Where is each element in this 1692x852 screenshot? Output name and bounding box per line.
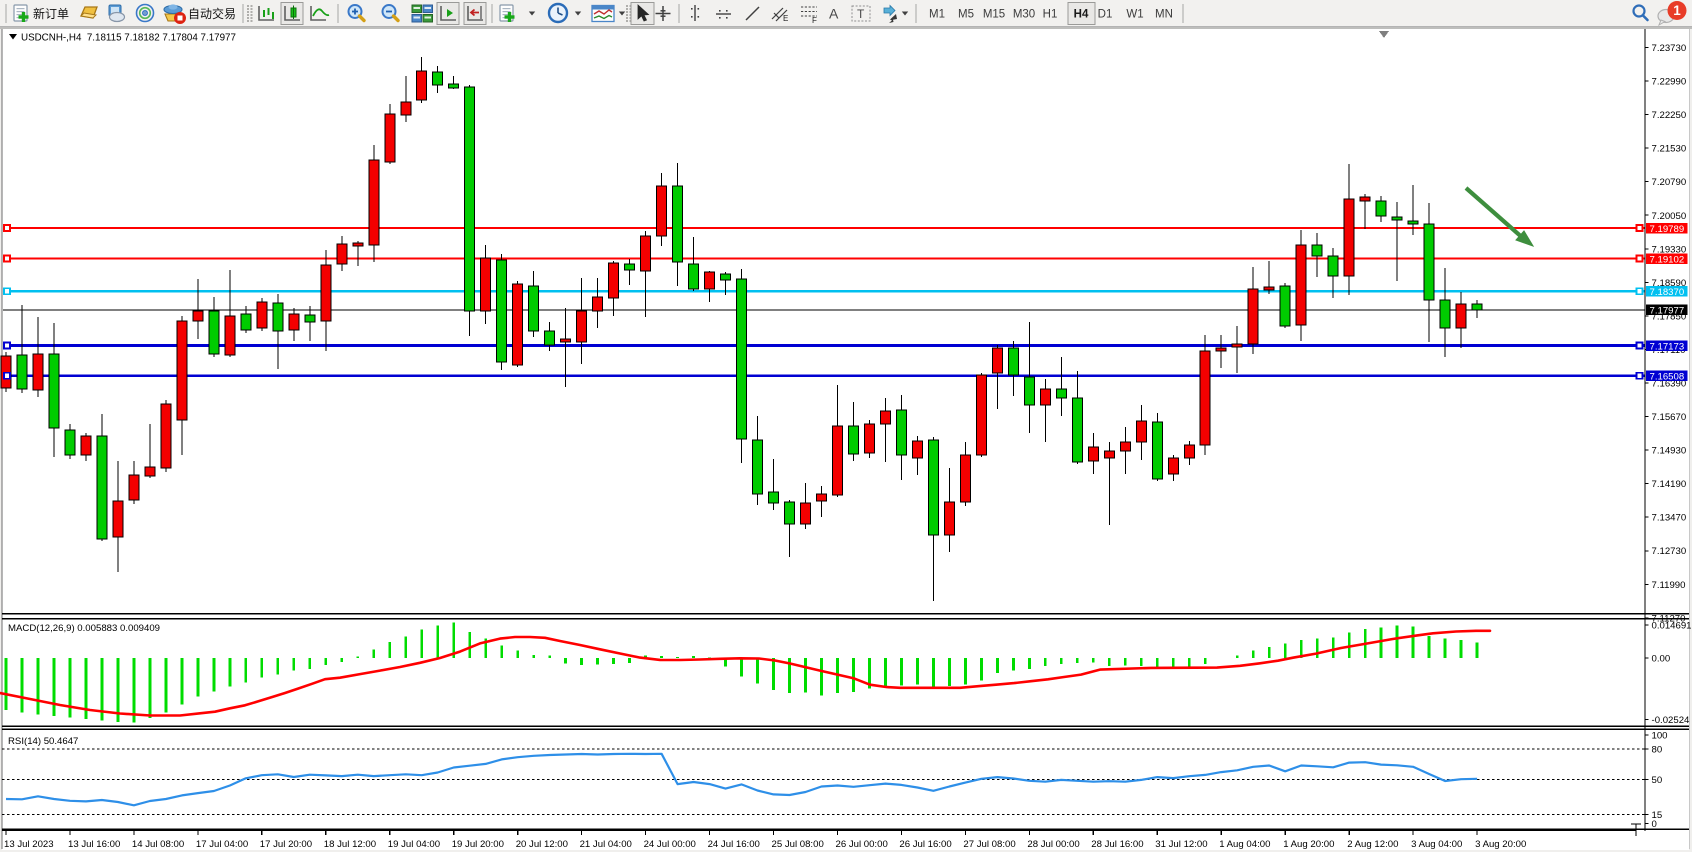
svg-text:7.19789: 7.19789 [1650,224,1685,235]
svg-text:80: 80 [1652,745,1663,756]
svg-text:7.20050: 7.20050 [1652,211,1687,222]
svg-text:20 Jul 12:00: 20 Jul 12:00 [516,839,568,850]
svg-text:A: A [829,6,839,22]
svg-text:24 Jul 00:00: 24 Jul 00:00 [644,839,696,850]
svg-text:15: 15 [1652,810,1663,821]
svg-text:17 Jul 04:00: 17 Jul 04:00 [196,839,248,850]
svg-text:31 Jul 12:00: 31 Jul 12:00 [1155,839,1207,850]
svg-text:26 Jul 16:00: 26 Jul 16:00 [899,839,951,850]
svg-text:M15: M15 [983,9,1005,21]
svg-text:26 Jul 00:00: 26 Jul 00:00 [836,839,888,850]
svg-text:USDCNH-,H4 7.18115 7.18182 7.: USDCNH-,H4 7.18115 7.18182 7.17804 7.179… [21,33,236,44]
svg-text:7.11990: 7.11990 [1652,580,1686,591]
svg-text:7.22250: 7.22250 [1652,110,1687,121]
svg-text:D1: D1 [1098,9,1113,21]
svg-text:24 Jul 16:00: 24 Jul 16:00 [708,839,760,850]
svg-text:50: 50 [1652,775,1663,786]
svg-text:19 Jul 20:00: 19 Jul 20:00 [452,839,504,850]
svg-text:7.14190: 7.14190 [1652,479,1687,490]
svg-text:7.19102: 7.19102 [1650,254,1685,265]
svg-text:新订单: 新订单 [33,6,69,21]
svg-text:7.16390: 7.16390 [1652,379,1687,390]
svg-text:3 Aug 20:00: 3 Aug 20:00 [1475,839,1526,850]
svg-text:0.00: 0.00 [1652,654,1671,665]
svg-text:13 Jul 16:00: 13 Jul 16:00 [68,839,120,850]
svg-text:M5: M5 [958,9,974,21]
svg-text:2 Aug 12:00: 2 Aug 12:00 [1347,839,1398,850]
svg-text:1 Aug 04:00: 1 Aug 04:00 [1219,839,1270,850]
svg-text:T: T [857,7,865,21]
svg-text:E: E [783,14,788,23]
svg-text:0: 0 [1652,819,1657,830]
svg-text:7.23730: 7.23730 [1652,43,1687,54]
svg-text:18 Jul 12:00: 18 Jul 12:00 [324,839,376,850]
svg-text:28 Jul 16:00: 28 Jul 16:00 [1091,839,1143,850]
svg-text:自动交易: 自动交易 [188,6,236,21]
svg-text:21 Jul 04:00: 21 Jul 04:00 [580,839,632,850]
svg-text:0.014691: 0.014691 [1652,621,1692,632]
svg-text:3 Aug 04:00: 3 Aug 04:00 [1411,839,1462,850]
svg-text:7.17173: 7.17173 [1650,341,1685,352]
svg-text:27 Jul 08:00: 27 Jul 08:00 [963,839,1015,850]
svg-text:7.16508: 7.16508 [1650,372,1685,383]
svg-text:7.20790: 7.20790 [1652,177,1687,188]
svg-text:M30: M30 [1013,9,1035,21]
svg-text:7.12730: 7.12730 [1652,546,1687,557]
svg-text:7.18590: 7.18590 [1652,278,1687,289]
svg-text:RSI(14) 50.4647: RSI(14) 50.4647 [8,736,78,747]
svg-text:7.21530: 7.21530 [1652,144,1687,155]
svg-text:7.18370: 7.18370 [1650,287,1685,298]
svg-text:-0.02524: -0.02524 [1652,715,1691,726]
svg-text:17 Jul 20:00: 17 Jul 20:00 [260,839,312,850]
svg-text:MN: MN [1155,9,1173,21]
svg-text:1 Aug 20:00: 1 Aug 20:00 [1283,839,1334,850]
svg-text:28 Jul 00:00: 28 Jul 00:00 [1027,839,1079,850]
svg-text:7.14930: 7.14930 [1652,446,1687,457]
svg-text:7.15670: 7.15670 [1652,412,1687,423]
svg-text:7.13470: 7.13470 [1652,513,1687,524]
svg-text:13 Jul 2023: 13 Jul 2023 [4,839,54,850]
svg-text:14 Jul 08:00: 14 Jul 08:00 [132,839,184,850]
svg-text:MACD(12,26,9) 0.005883 0.00940: MACD(12,26,9) 0.005883 0.009409 [8,623,160,634]
svg-text:7.22990: 7.22990 [1652,77,1687,88]
svg-text:M1: M1 [929,9,945,21]
svg-text:H1: H1 [1043,9,1058,21]
svg-text:7.19330: 7.19330 [1652,244,1687,255]
svg-text:7.17850: 7.17850 [1652,311,1687,322]
svg-text:25 Jul 08:00: 25 Jul 08:00 [772,839,824,850]
svg-text:19 Jul 04:00: 19 Jul 04:00 [388,839,440,850]
svg-text:7.11270: 7.11270 [1652,613,1686,624]
svg-text:H4: H4 [1074,9,1089,21]
svg-text:F: F [812,16,817,25]
svg-text:W1: W1 [1126,9,1143,21]
svg-text:1: 1 [1673,3,1681,18]
svg-text:100: 100 [1652,731,1668,742]
svg-text:7.17977: 7.17977 [1650,306,1685,317]
